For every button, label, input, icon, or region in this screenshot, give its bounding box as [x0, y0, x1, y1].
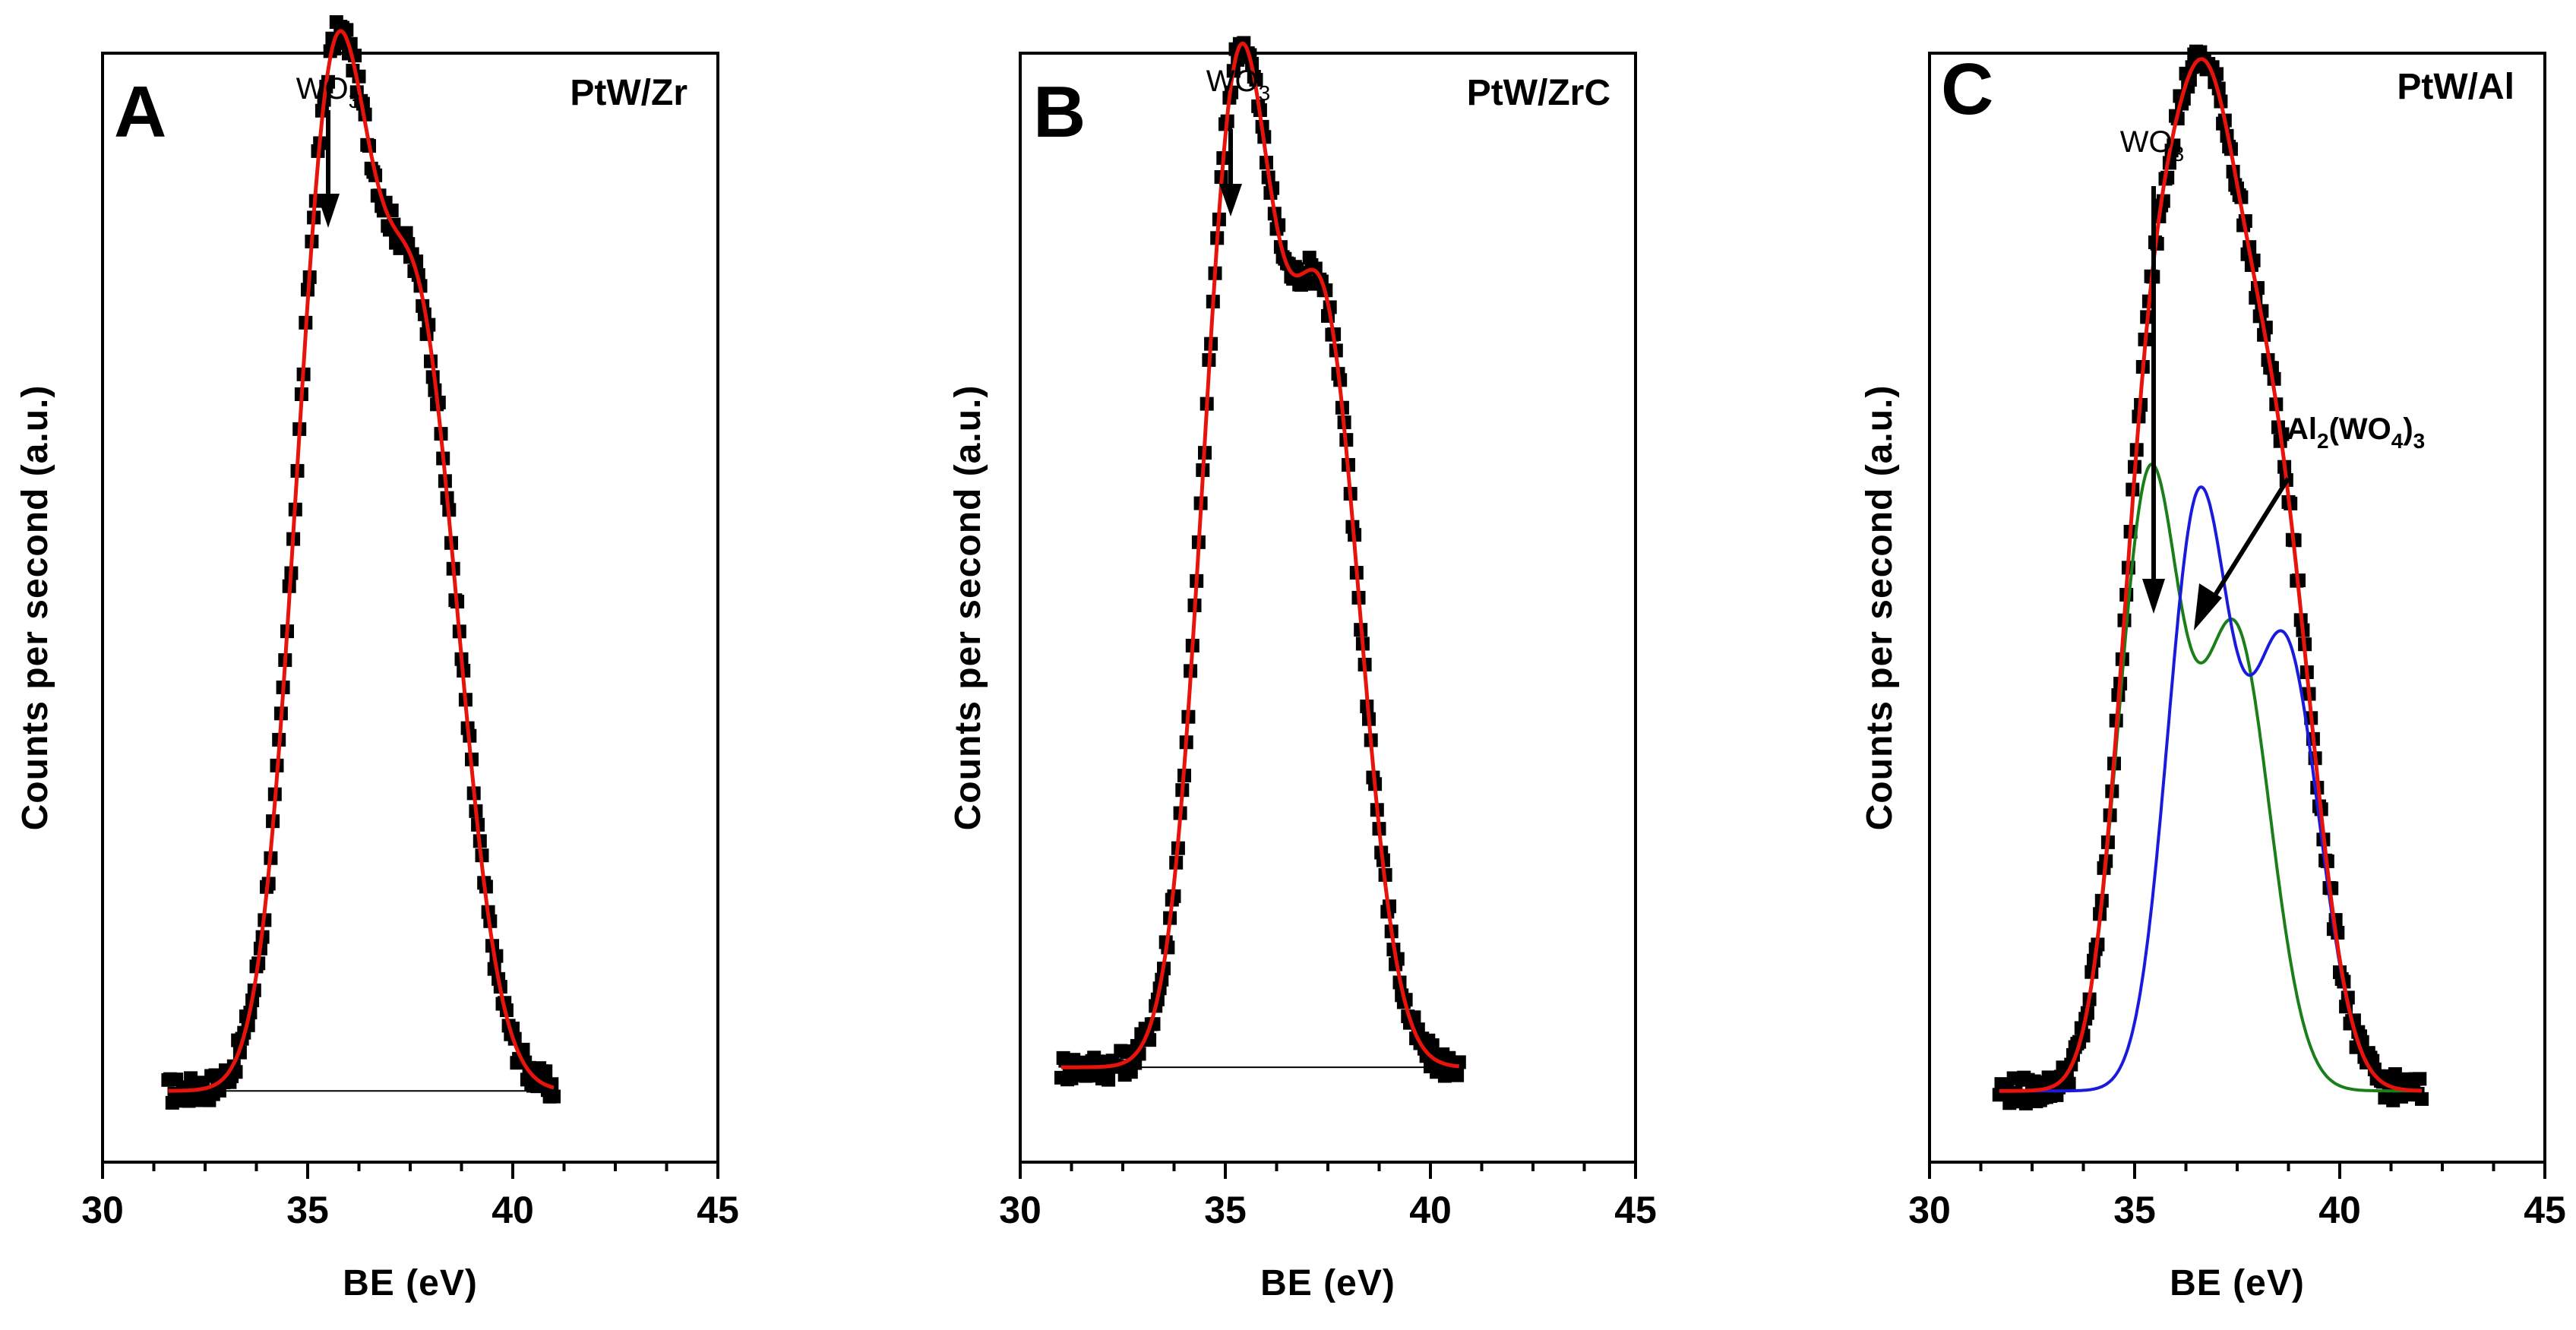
wo3-annotation-a: WO3	[296, 72, 360, 228]
x-tick-label: 30	[81, 1189, 124, 1231]
plot-area-b	[1054, 36, 1466, 1087]
x-tick-label: 45	[1614, 1189, 1657, 1231]
x-ticks-a	[101, 1162, 719, 1179]
x-tick-labels-b: 30 35 40 45	[999, 1189, 1657, 1231]
sample-label-a: PtW/Zr	[570, 73, 687, 113]
data-point	[547, 1089, 561, 1104]
data-point	[399, 226, 413, 240]
data-point	[1102, 1073, 1116, 1087]
y-axis-label-c: Counts per second (a.u.)	[1860, 385, 1900, 831]
arrow-shaft	[2212, 477, 2290, 598]
fit-line	[1999, 57, 2423, 1093]
wo3-annotation-c: WO3	[2120, 125, 2184, 614]
panel-b: 30 35 40 45 BE (eV) Counts per second (a…	[948, 36, 1657, 1303]
x-tick-label: 30	[999, 1189, 1041, 1231]
wo3-label-c: WO3	[2120, 125, 2184, 166]
wo3-label-a: WO3	[296, 72, 360, 112]
panel-letter-a: A	[114, 71, 166, 153]
x-ticks-b	[1019, 1162, 1637, 1179]
component-line-wo3	[1999, 463, 2422, 1093]
sample-label-c: PtW/Al	[2397, 67, 2514, 107]
plot-area-c	[1992, 44, 2429, 1110]
data-point	[184, 1071, 198, 1085]
al2wo43-annotation-c: Al2(WO4)3	[2194, 412, 2425, 630]
component-line-al2wo43	[1999, 485, 2423, 1093]
arrow-head	[2194, 583, 2222, 630]
panel-c: 30 35 40 45 BE (eV) Counts per second (a…	[1860, 44, 2566, 1303]
panel-letter-b: B	[1033, 71, 1086, 153]
x-tick-label: 40	[491, 1189, 534, 1231]
wo3-annotation-b: WO3	[1206, 65, 1270, 216]
x-tick-label: 40	[2318, 1189, 2361, 1231]
x-ticks-c	[1928, 1162, 2546, 1179]
x-axis-label-c: BE (eV)	[2170, 1263, 2305, 1303]
fit-line	[168, 29, 555, 1093]
x-tick-label: 45	[697, 1189, 739, 1231]
x-tick-label: 35	[1204, 1189, 1247, 1231]
experimental-points	[161, 15, 561, 1110]
x-tick-labels-c: 30 35 40 45	[1908, 1189, 2566, 1231]
panel-letter-c: C	[1941, 49, 1993, 130]
y-axis-label-a: Counts per second (a.u.)	[15, 385, 55, 831]
data-point	[1308, 261, 1323, 276]
x-tick-labels-a: 30 35 40 45	[81, 1189, 739, 1231]
wo3-label-b: WO3	[1206, 65, 1270, 105]
x-tick-label: 40	[1409, 1189, 1452, 1231]
data-point	[2062, 1076, 2076, 1091]
panel-a: 30 35 40 45 BE (eV) Counts per second (a…	[15, 15, 739, 1303]
arrow-head	[2142, 579, 2165, 614]
arrow-head	[317, 194, 340, 228]
sample-label-b: PtW/ZrC	[1467, 73, 1610, 113]
data-point	[539, 1064, 553, 1079]
data-point	[2413, 1072, 2427, 1086]
arrow-head	[1219, 184, 1242, 216]
data-point	[1450, 1068, 1465, 1082]
plot-area-a	[161, 15, 561, 1110]
x-axis-label-b: BE (eV)	[1260, 1263, 1395, 1303]
x-axis-label-a: BE (eV)	[343, 1263, 478, 1303]
y-axis-label-b: Counts per second (a.u.)	[948, 385, 988, 831]
x-tick-label: 35	[2113, 1189, 2156, 1231]
x-tick-label: 45	[2524, 1189, 2566, 1231]
x-tick-label: 30	[1908, 1189, 1951, 1231]
experimental-points	[1054, 36, 1466, 1087]
data-point	[1132, 1047, 1146, 1061]
plot-frame-a	[101, 52, 719, 1164]
plot-frame-b	[1019, 52, 1637, 1164]
al2wo43-label-c: Al2(WO4)3	[2287, 412, 2425, 453]
fit-line	[1061, 41, 1460, 1069]
data-point	[2415, 1091, 2429, 1106]
x-tick-label: 35	[286, 1189, 329, 1231]
experimental-points	[1992, 44, 2429, 1110]
